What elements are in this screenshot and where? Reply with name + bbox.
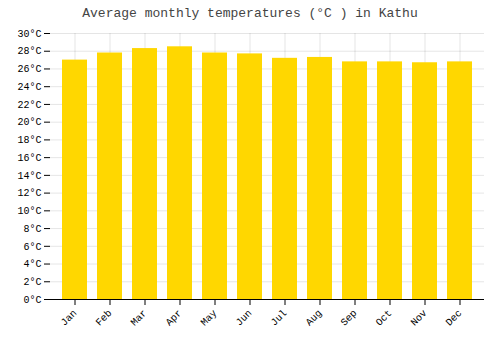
svg-text:0°C: 0°C: [23, 295, 41, 306]
svg-text:8°C: 8°C: [23, 224, 41, 235]
svg-text:26°C: 26°C: [17, 64, 41, 75]
svg-text:Aug: Aug: [304, 308, 325, 329]
html-text:Average monthly temperatures (: Average monthly temperatures (°C ) in Ka…: [82, 6, 418, 21]
svg-text:28°C: 28°C: [17, 46, 41, 57]
svg-text:10°C: 10°C: [17, 206, 41, 217]
svg-text:Jan: Jan: [59, 308, 80, 329]
svg-text:12°C: 12°C: [17, 188, 41, 199]
svg-text:18°C: 18°C: [17, 135, 41, 146]
svg-text:24°C: 24°C: [17, 82, 41, 93]
svg-text:Mar: Mar: [129, 308, 150, 329]
svg-text:16°C: 16°C: [17, 153, 41, 164]
svg-text:May: May: [199, 308, 220, 329]
svg-text:Apr: Apr: [164, 308, 185, 329]
svg-text:6°C: 6°C: [23, 242, 41, 253]
svg-text:30°C: 30°C: [17, 29, 41, 40]
svg-text:4°C: 4°C: [23, 259, 41, 270]
svg-text:Dec: Dec: [444, 308, 465, 329]
svg-text:2°C: 2°C: [23, 277, 41, 288]
svg-text:14°C: 14°C: [17, 171, 41, 182]
svg-text:20°C: 20°C: [17, 117, 41, 128]
svg-text:Jun: Jun: [234, 308, 255, 329]
svg-text:Jul: Jul: [269, 308, 290, 329]
svg-text:22°C: 22°C: [17, 100, 41, 111]
svg-text:Feb: Feb: [94, 308, 115, 329]
svg-text:Sep: Sep: [339, 308, 360, 329]
svg-text:Nov: Nov: [409, 308, 430, 329]
svg-text:Oct: Oct: [374, 308, 395, 329]
